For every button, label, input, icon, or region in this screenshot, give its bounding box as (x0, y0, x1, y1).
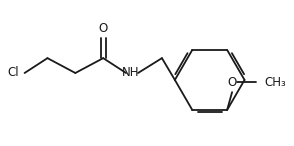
Text: O: O (98, 22, 108, 35)
Text: CH₃: CH₃ (264, 76, 286, 89)
Text: NH: NH (122, 66, 140, 80)
Text: O: O (228, 76, 237, 89)
Text: Cl: Cl (7, 66, 19, 80)
